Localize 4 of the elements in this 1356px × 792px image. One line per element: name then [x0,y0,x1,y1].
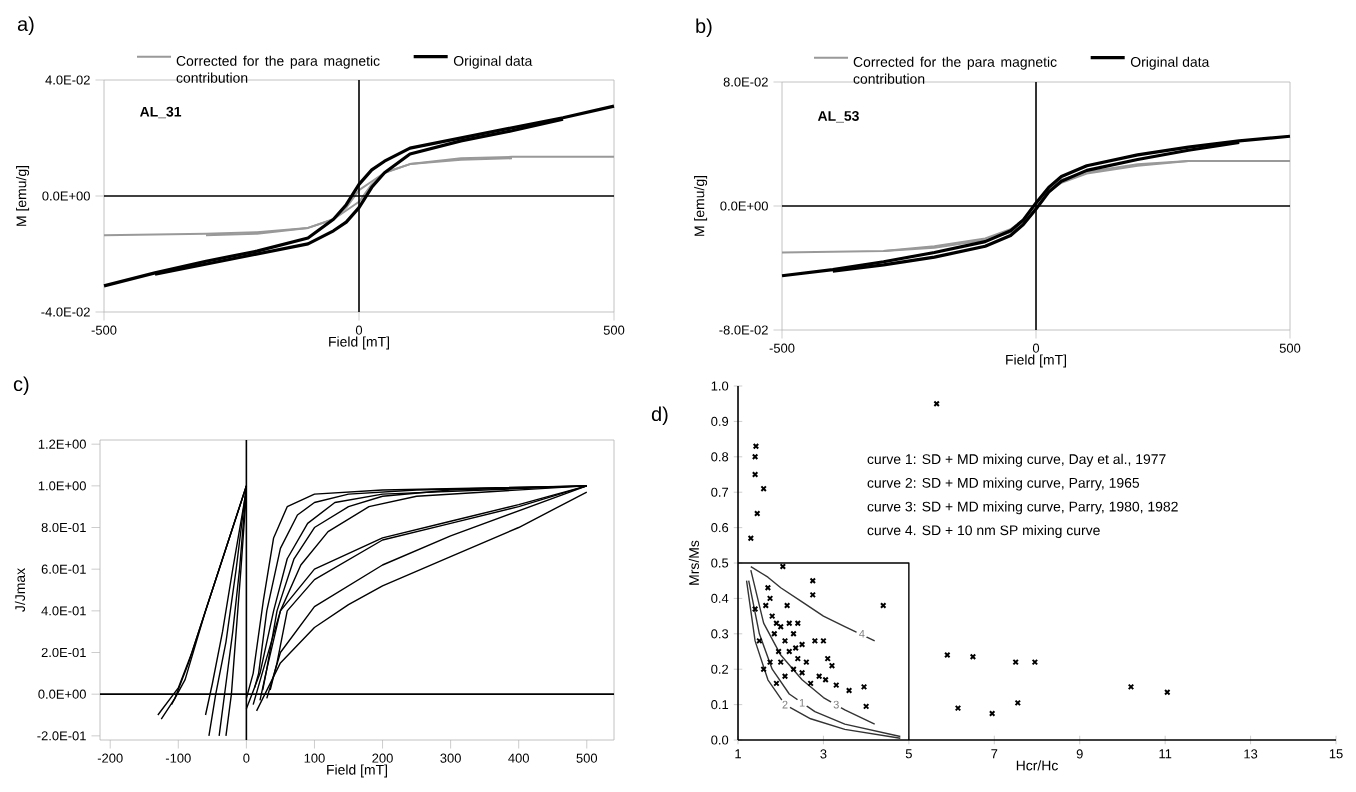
chart-title: b) [696,18,712,37]
chart-title: c) [13,376,29,395]
chart-title: a) [17,16,34,35]
text: d) [651,406,668,425]
